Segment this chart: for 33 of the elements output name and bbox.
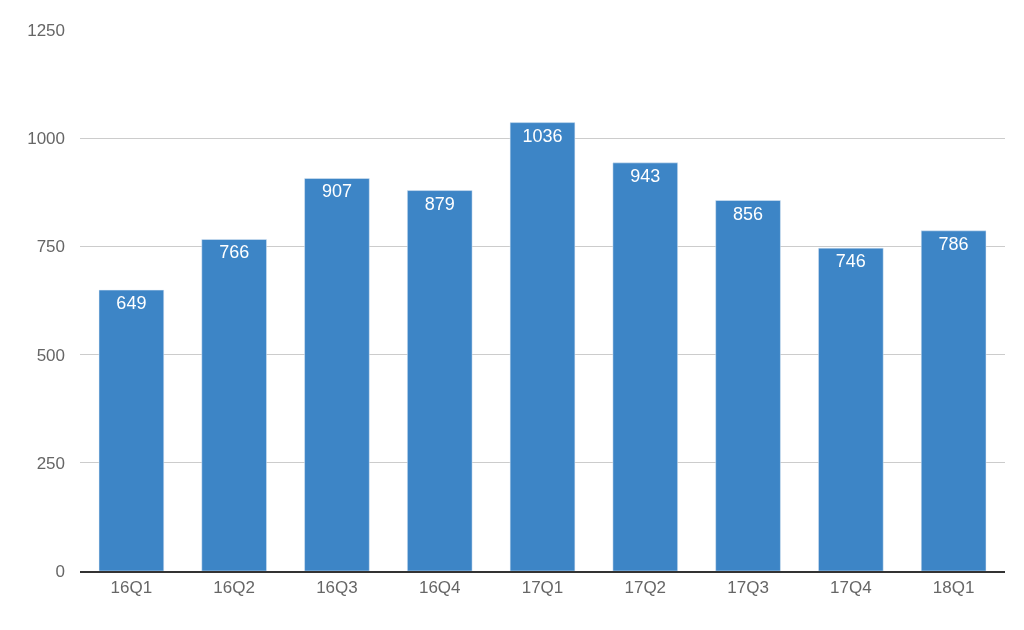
- x-tick-label: 17Q2: [624, 578, 667, 598]
- x-tick-label: 18Q1: [932, 578, 975, 598]
- y-tick-label: 1250: [27, 20, 65, 40]
- bar: [98, 289, 165, 571]
- data-label: 856: [733, 203, 764, 224]
- data-label: 943: [630, 165, 661, 186]
- data-label: 879: [424, 193, 455, 214]
- x-tick-label: 16Q3: [316, 578, 358, 598]
- bar: [509, 122, 576, 571]
- y-tick-label: 500: [36, 345, 65, 365]
- bar: [407, 190, 473, 571]
- data-label: 907: [321, 181, 352, 202]
- data-label: 1036: [522, 125, 563, 146]
- bar: [612, 162, 678, 571]
- x-tick-label: 16Q1: [110, 578, 153, 598]
- bar: [304, 178, 370, 571]
- y-tick-label: 250: [36, 453, 65, 473]
- x-tick-label: 17Q3: [727, 578, 769, 598]
- y-tick-label: 0: [55, 561, 65, 581]
- bar: [920, 230, 987, 571]
- x-tick-label: 16Q4: [418, 578, 461, 598]
- data-label: 746: [835, 251, 866, 272]
- y-tick-label: 750: [36, 237, 65, 257]
- bar: [715, 200, 781, 571]
- x-tick-label: 17Q1: [521, 578, 564, 598]
- data-label: 766: [219, 242, 250, 263]
- y-tick-label: 1000: [27, 129, 65, 149]
- x-tick-label: 16Q2: [213, 578, 255, 598]
- data-label: 649: [116, 293, 147, 314]
- data-label: 786: [938, 233, 969, 254]
- bar: [201, 239, 267, 571]
- bar: [818, 247, 884, 571]
- x-tick-label: 17Q4: [830, 578, 872, 598]
